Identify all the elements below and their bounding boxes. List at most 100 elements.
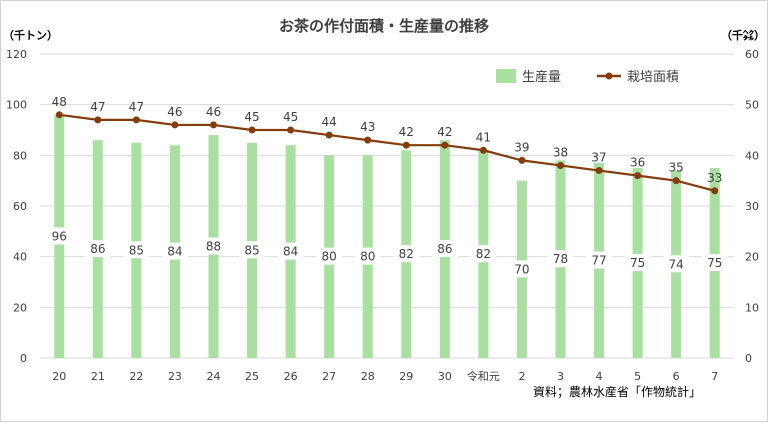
legend: 生産量 栽培面積 (496, 69, 679, 85)
bar-label-background (316, 247, 343, 265)
line-point (595, 167, 603, 175)
bar-data-labels: 96 86 85 84 88 85 84 80 80 82 86 82 70 78 77 75 74 75 (46, 227, 728, 278)
bar-data-label: 82 (399, 247, 414, 261)
x-tick-label: 21 (91, 370, 105, 383)
line-point (210, 121, 217, 129)
bar-data-label: 82 (476, 247, 491, 261)
left-tick-label: 0 (20, 352, 27, 365)
x-tick-label: 4 (596, 370, 603, 383)
x-tick-label: 25 (245, 370, 259, 383)
left-tick-label: 100 (6, 99, 27, 112)
bar-label-background (84, 240, 111, 258)
bar-label-background (663, 255, 690, 273)
x-tick-label: 30 (438, 370, 452, 383)
line-data-label: 46 (167, 105, 182, 119)
line-data-labels: 48 47 47 46 46 45 45 44 43 42 42 41 39 38 37 36 35 33 (52, 95, 723, 185)
x-tick-label: 29 (399, 370, 413, 383)
line-data-label: 46 (206, 105, 221, 119)
line-point (711, 187, 719, 195)
x-tick-label: 28 (361, 370, 375, 383)
left-tick-label: 80 (13, 149, 27, 162)
x-tick-label: 7 (711, 370, 718, 383)
x-tick-label: 26 (284, 370, 298, 383)
line-point (248, 126, 256, 134)
line-point (479, 146, 487, 154)
line-point (441, 141, 449, 149)
line-point (132, 116, 140, 124)
line-data-label: 45 (283, 110, 298, 124)
line-data-label: 38 (553, 145, 568, 159)
bar-data-label: 88 (206, 240, 221, 254)
bar-data-label: 86 (437, 242, 452, 256)
line-data-label: 47 (90, 100, 105, 114)
x-tick-label: 23 (168, 370, 182, 383)
bar-label-background (508, 260, 535, 278)
legend-label-area: 栽培面積 (627, 69, 679, 85)
line-data-label: 42 (399, 125, 414, 139)
bar-label-background (200, 237, 227, 255)
line-data-label: 43 (360, 120, 375, 134)
bar-label-background (393, 245, 420, 263)
x-axis-ticks: 20 21 22 23 24 25 26 27 28 29 30 令和元 2 3 4 5 6 7 (52, 369, 718, 383)
right-axis-ticks: 0 10 20 30 40 50 60 (745, 48, 759, 365)
right-axis-unit: （千㌶） (721, 28, 765, 42)
line-data-label: 44 (322, 115, 337, 129)
bar-label-background (470, 245, 497, 263)
line-data-label: 33 (707, 171, 722, 185)
left-tick-label: 20 (13, 301, 27, 314)
chart-title: お茶の作付面積・生産量の推移 (279, 17, 489, 35)
right-tick-label: 60 (745, 48, 759, 61)
right-tick-label: 50 (745, 99, 759, 112)
left-axis-unit: （千トン） (3, 28, 58, 42)
bar-label-background (431, 240, 458, 258)
legend-label-production: 生産量 (522, 69, 561, 85)
bar-data-label: 70 (514, 262, 529, 276)
line-point (634, 172, 642, 180)
bar-data-label: 74 (669, 257, 684, 271)
bar-data-label: 85 (129, 243, 144, 257)
line-data-label: 47 (129, 100, 144, 114)
left-axis-ticks: 0 20 40 60 80 100 120 (6, 48, 27, 365)
left-tick-label: 120 (6, 48, 27, 61)
x-tick-label: 20 (52, 370, 66, 383)
bar-data-label: 78 (553, 252, 568, 266)
line-data-label: 41 (476, 130, 491, 144)
right-tick-label: 10 (745, 301, 759, 314)
line-data-label: 36 (630, 156, 645, 170)
bar-data-label: 96 (52, 229, 67, 243)
legend-swatch-production (496, 69, 516, 83)
bar-data-label: 80 (360, 250, 375, 264)
bar-label-background (46, 227, 73, 245)
gridlines (40, 53, 734, 359)
line-series (55, 111, 719, 195)
bar-data-label: 75 (707, 256, 722, 270)
line-point (672, 177, 680, 185)
line-point (518, 156, 526, 164)
source-note: 資料；農林水産省「作物統計」 (533, 384, 701, 399)
bar-data-label: 86 (90, 242, 105, 256)
bar-data-label: 75 (630, 256, 645, 270)
x-tick-label: 2 (518, 370, 525, 383)
bar-data-label: 80 (322, 250, 337, 264)
x-tick-label: 3 (557, 370, 564, 383)
bar-data-label: 84 (167, 245, 182, 259)
bar-series (54, 114, 720, 358)
right-tick-label: 0 (745, 352, 752, 365)
x-tick-label: 24 (207, 370, 221, 383)
x-tick-label: 6 (673, 370, 680, 383)
left-tick-label: 60 (13, 200, 27, 213)
line-data-label: 37 (591, 151, 606, 165)
line-point (325, 131, 333, 139)
line-point (55, 111, 63, 119)
bar-label-background (624, 254, 651, 271)
bar-label-background (701, 254, 728, 271)
right-tick-label: 40 (745, 149, 759, 162)
line-point (402, 141, 410, 149)
line-data-label: 45 (244, 110, 259, 124)
line-point (364, 136, 372, 144)
left-tick-label: 40 (13, 251, 27, 264)
x-tick-label: 5 (634, 370, 641, 383)
line-point (287, 126, 295, 134)
